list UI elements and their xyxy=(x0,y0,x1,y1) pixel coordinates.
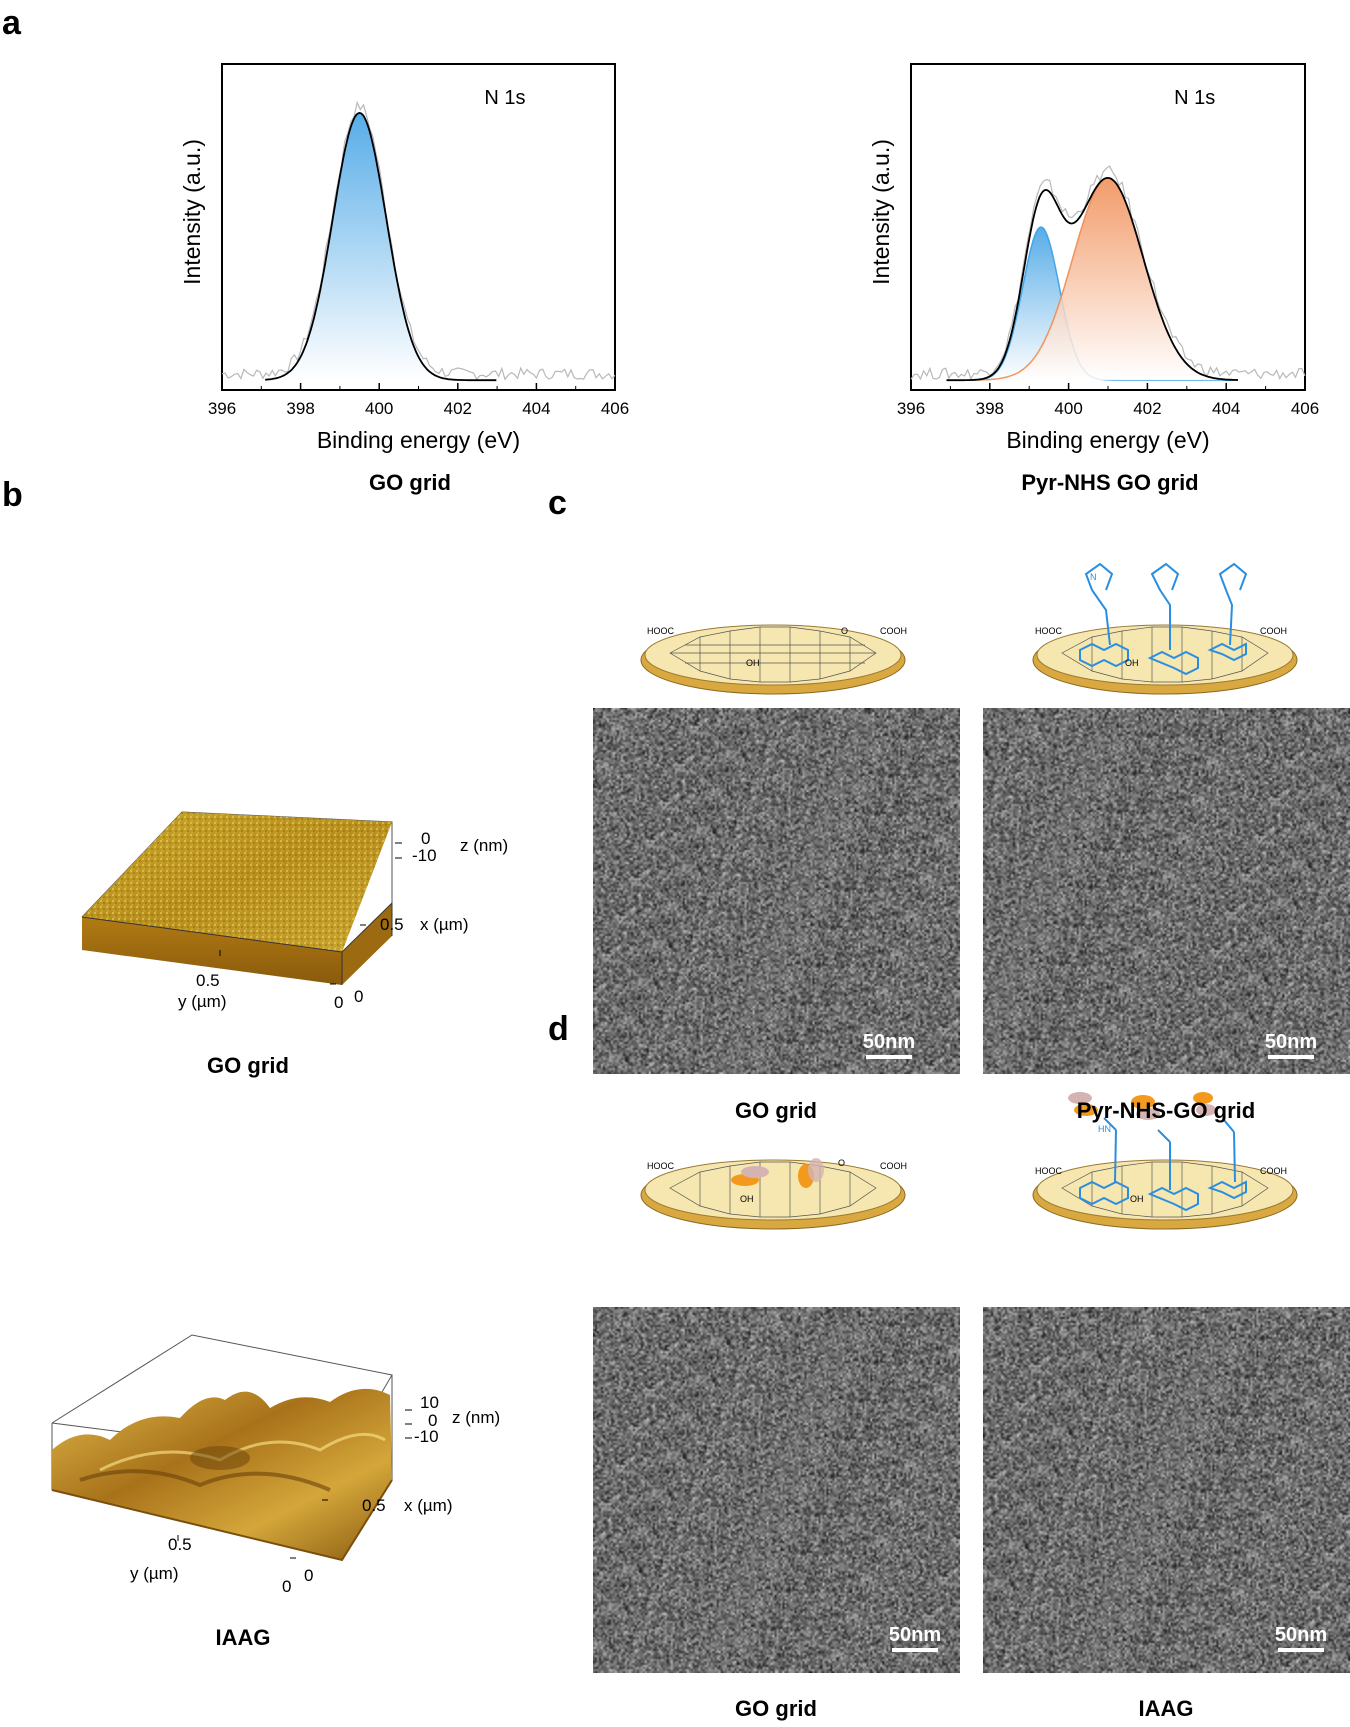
afm2-y-tick-0: 0.5 xyxy=(168,1535,192,1554)
plot-frame xyxy=(221,63,616,391)
x-axis-label: Binding energy (eV) xyxy=(1006,427,1209,453)
afm2-z-tick-1: 0 xyxy=(428,1411,438,1430)
afm-caption-go-grid: GO grid xyxy=(207,1053,289,1078)
x-tick-label: 404 xyxy=(1212,399,1240,418)
afm-surface-iaag xyxy=(51,1334,412,1562)
component-fill xyxy=(265,112,497,381)
x-tick-label: 406 xyxy=(1291,399,1319,418)
afm2-x-label: x (µm) xyxy=(404,1496,453,1515)
x-tick-label: 396 xyxy=(897,399,925,418)
grid-schematic-go-antibody: HOOC COOH OH O xyxy=(640,1158,907,1230)
afm2-x-tick-1: 0 xyxy=(304,1566,314,1585)
y-axis-label: Intensity (a.u.) xyxy=(868,139,894,285)
hooc-label: HOOC xyxy=(1035,1166,1063,1176)
em-image-d-iaag xyxy=(983,1307,1350,1673)
oh-label: OH xyxy=(746,658,760,668)
em-image-c-go-grid xyxy=(593,708,960,1074)
afm1-x-tick-1: 0 xyxy=(354,987,364,1006)
xps-charts: 396 398 400 402 404 406 Binding energy (eV) Int… xyxy=(179,63,1319,453)
oh-label: OH xyxy=(1125,658,1139,668)
oh-label: OH xyxy=(740,1194,754,1204)
envelope-line xyxy=(265,111,497,382)
grid-schematic-pyr-nhs: N HOOC COOH OH xyxy=(1032,562,1298,695)
cooh-label: COOH xyxy=(1260,626,1287,636)
cooh-label: COOH xyxy=(1260,1166,1287,1176)
afm1-y-tick-1: 0 xyxy=(334,993,344,1012)
scale-bar: 50nm xyxy=(1266,1624,1336,1652)
hooc-label: HOOC xyxy=(647,626,675,636)
afm2-z-label: z (nm) xyxy=(452,1408,501,1427)
chart-caption-go-grid: GO grid xyxy=(369,470,451,495)
hn-label: HN xyxy=(1098,1124,1111,1134)
xps-chart-go-grid: 396 398 400 402 404 406 Binding energy (eV) Int… xyxy=(179,63,629,453)
afm1-y-tick-0: 0.5 xyxy=(196,971,220,990)
afm2-x-tick-0: 0.5 xyxy=(362,1496,386,1515)
x-tick-label: 400 xyxy=(1054,399,1082,418)
afm-caption-iaag: IAAG xyxy=(215,1625,271,1650)
antibody-icon xyxy=(1068,1092,1216,1120)
raw-data-line xyxy=(910,165,1306,381)
x-axis-label: Binding energy (eV) xyxy=(317,427,520,453)
em-caption-d-left: GO grid xyxy=(735,1696,817,1721)
hooc-label: HOOC xyxy=(1035,626,1063,636)
x-tick-label: 398 xyxy=(286,399,314,418)
afm2-y-tick-1: 0 xyxy=(282,1577,292,1596)
em-caption-c-left: GO grid xyxy=(735,1098,817,1123)
afm1-z-tick-1: -10 xyxy=(412,846,437,865)
afm1-z-label: z (nm) xyxy=(460,836,509,855)
panel-letter-c: c xyxy=(548,484,567,522)
panel-letter-b: b xyxy=(2,476,23,514)
scale-bar: 50nm xyxy=(854,1031,924,1059)
chart-title: N 1s xyxy=(484,87,525,109)
em-image-c-pyr-nhs-go-grid xyxy=(983,708,1350,1074)
x-tick-label: 396 xyxy=(208,399,236,418)
grid-schematic-go: HOOC COOH OH O xyxy=(640,624,907,695)
x-tick-label: 402 xyxy=(1133,399,1161,418)
panel-letter-a: a xyxy=(2,4,21,42)
afm-surface-go-grid xyxy=(81,811,402,985)
cooh-label: COOH xyxy=(880,1161,907,1171)
y-axis-label: Intensity (a.u.) xyxy=(179,139,205,285)
envelope-line xyxy=(946,176,1238,382)
afm2-y-label: y (µm) xyxy=(130,1564,179,1583)
oh-label: OH xyxy=(1130,1194,1144,1204)
afm2-z-tick-2: -10 xyxy=(414,1427,439,1446)
n-label: N xyxy=(1090,572,1097,582)
o-label: O xyxy=(841,626,848,636)
antibody-icon xyxy=(731,1158,824,1188)
x-tick-label: 406 xyxy=(601,399,629,418)
em-caption-c-right: Pyr-NHS-GO grid xyxy=(1076,1098,1256,1123)
chart-title: N 1s xyxy=(1174,87,1215,109)
grid-schematic-iaag: HN HOOC COOH OH xyxy=(1032,1092,1298,1230)
component-fill xyxy=(946,178,1238,381)
scale-bar: 50nm xyxy=(880,1624,950,1652)
cooh-label: COOH xyxy=(880,626,907,636)
raw-data-line xyxy=(221,100,616,381)
scale-bar: 50nm xyxy=(1256,1031,1326,1059)
hooc-label: HOOC xyxy=(647,1161,675,1171)
component-fill xyxy=(946,227,1238,381)
xps-chart-pyr-nhs-go-grid: 396 398 400 402 404 406 Binding energy (eV) Int… xyxy=(868,63,1319,453)
afm1-z-tick-0: 0 xyxy=(421,829,431,848)
em-caption-d-right: IAAG xyxy=(1138,1696,1194,1721)
panel-letter-d: d xyxy=(548,1010,569,1048)
afm1-x-tick-0: 0.5 xyxy=(380,915,404,934)
o-label: O xyxy=(838,1158,845,1168)
x-tick-label: 402 xyxy=(444,399,472,418)
x-tick-label: 398 xyxy=(976,399,1004,418)
x-tick-label: 400 xyxy=(365,399,393,418)
afm2-z-tick-0: 10 xyxy=(420,1393,439,1412)
chart-caption-pyr-nhs-go-grid: Pyr-NHS GO grid xyxy=(1021,470,1199,495)
x-tick-label: 404 xyxy=(522,399,550,418)
afm1-y-label: y (µm) xyxy=(178,992,227,1011)
em-image-d-go-grid xyxy=(593,1307,960,1673)
afm1-x-label: x (µm) xyxy=(420,915,469,934)
